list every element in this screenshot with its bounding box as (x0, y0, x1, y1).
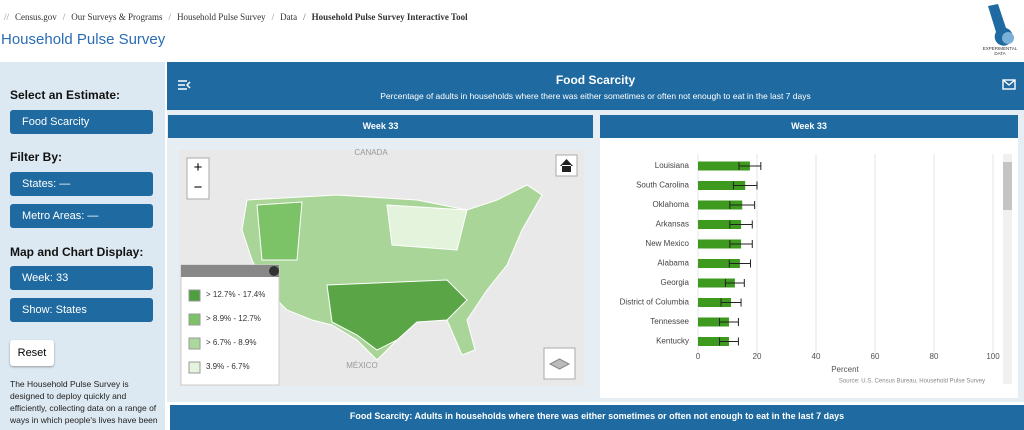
banner-subtitle: Percentage of adults in households where… (380, 91, 811, 101)
label: Filter By: (10, 150, 63, 164)
legend-swatch (188, 337, 201, 350)
home-button[interactable] (555, 154, 578, 177)
breadcrumb-link[interactable]: Our Surveys & Programs (57, 12, 163, 22)
home-icon (560, 159, 573, 172)
y-tick-label: South Carolina (636, 181, 689, 190)
chart: 0 20 40 60 80 100 Percent Source: U.S. Census B… (620, 154, 1012, 385)
map-panel: Week 33 CANADA MÉXICO + − > 12.7% - 17.4… (167, 110, 597, 402)
breadcrumb-link[interactable]: Census.gov (15, 12, 57, 22)
legend-swatch (188, 289, 201, 302)
map-region (386, 204, 468, 251)
x-tick-label: 60 (871, 352, 880, 361)
zoom-out[interactable]: − (194, 179, 203, 196)
states-button[interactable]: States: — (10, 172, 153, 196)
week-button[interactable]: Week: 33 (10, 266, 153, 290)
panel-header: Week 33 (600, 115, 1018, 138)
breadcrumb: Census.govOur Surveys & ProgramsHousehol… (4, 12, 468, 22)
zoom-control (186, 157, 210, 200)
panel-header: Week 33 (168, 115, 593, 138)
map: CANADA MÉXICO + − > 12.7% - 17.4% > 8.9% … (179, 148, 584, 386)
error-bar (719, 337, 739, 346)
legend-label: 3.9% - 6.7% (206, 362, 250, 371)
breadcrumb-link[interactable]: Household Pulse Survey Interactive Tool (297, 12, 468, 22)
bar (698, 317, 729, 327)
reset-button[interactable]: Reset (10, 340, 54, 366)
banner-title: Food Scarcity (555, 73, 636, 87)
scroll-thumb[interactable] (1003, 162, 1012, 210)
error-bar (738, 162, 762, 170)
legend-label: > 8.9% - 12.7% (206, 314, 261, 323)
error-bar (728, 259, 752, 268)
bar (698, 298, 732, 307)
logo: EXPERIMENTAL DATA (983, 4, 1018, 56)
y-tick-label: Alabama (657, 259, 689, 268)
legend-swatch (188, 313, 201, 326)
breadcrumb-link[interactable]: Household Pulse Survey (163, 12, 266, 22)
logo-text: DATA (994, 51, 1005, 56)
error-bar (720, 298, 742, 307)
map-region (256, 201, 303, 261)
x-tick-label: 100 (986, 352, 1000, 361)
y-tick-label: Kentucky (656, 337, 689, 346)
legend-label: > 6.7% - 8.9% (206, 338, 256, 347)
layers-icon (548, 358, 571, 370)
scrollbar[interactable] (1003, 154, 1012, 384)
error-bar (729, 240, 753, 248)
label: Map and Chart Display: (10, 245, 144, 259)
legend-swatch (188, 361, 201, 374)
legend-close[interactable] (269, 266, 279, 276)
bar (698, 200, 743, 210)
bar (698, 181, 746, 190)
error-bar (729, 220, 753, 229)
y-tick-label: Tennessee (650, 317, 689, 326)
label: Select an Estimate: (10, 88, 121, 102)
error-bar (724, 279, 745, 287)
zoom-in[interactable]: + (194, 159, 203, 176)
legend-header (181, 265, 279, 277)
error-bar (729, 201, 756, 209)
y-tick-label: Georgia (661, 278, 690, 287)
chart-panel: Week 33 0 20 40 60 80 100 Percent Source: U.S. … (597, 110, 1024, 402)
chart-area (600, 138, 1018, 398)
bottom-header: Food Scarcity: Adults in households wher… (170, 405, 1024, 430)
x-tick-label: 40 (812, 352, 821, 361)
mail-icon[interactable] (1002, 79, 1016, 91)
y-tick-label: Arkansas (656, 220, 689, 229)
x-tick-label: 20 (753, 352, 762, 361)
metro-button[interactable]: Metro Areas: — (10, 204, 153, 228)
y-tick-label: Oklahoma (653, 200, 690, 209)
logo-text: EXPERIMENTAL (983, 46, 1018, 51)
y-tick-label: Louisiana (655, 161, 690, 170)
x-tick-label: 0 (696, 352, 701, 361)
source: Source: U.S. Census Bureau, Household Pu… (839, 379, 985, 385)
bar (698, 239, 742, 249)
show-button[interactable]: Show: States (10, 298, 153, 322)
map-label: MÉXICO (346, 361, 378, 370)
bar (698, 161, 750, 171)
map-label: CANADA (354, 148, 388, 157)
bar (698, 337, 729, 346)
page-title[interactable]: Household Pulse Survey (1, 31, 166, 48)
x-tick-label: 80 (930, 352, 939, 361)
error-bar (719, 318, 739, 326)
logo-icon (1002, 32, 1014, 44)
estimate-button[interactable]: Food Scarcity (10, 110, 153, 134)
legend-label: > 12.7% - 17.4% (206, 290, 265, 299)
banner: Food Scarcity Percentage of adults in ho… (167, 62, 1024, 110)
us-map (241, 184, 543, 361)
x-axis-title: Percent (831, 365, 859, 374)
bar (698, 220, 742, 229)
map-region (326, 279, 468, 351)
bar (698, 259, 740, 268)
description: The Household Pulse Survey is designed t… (10, 379, 158, 425)
bar (698, 278, 735, 288)
y-tick-label: New Mexico (645, 239, 689, 248)
y-tick-label: District of Columbia (620, 298, 690, 307)
error-bar (732, 181, 758, 190)
breadcrumb-link[interactable]: Data (266, 12, 298, 22)
menu-icon[interactable] (177, 79, 191, 91)
